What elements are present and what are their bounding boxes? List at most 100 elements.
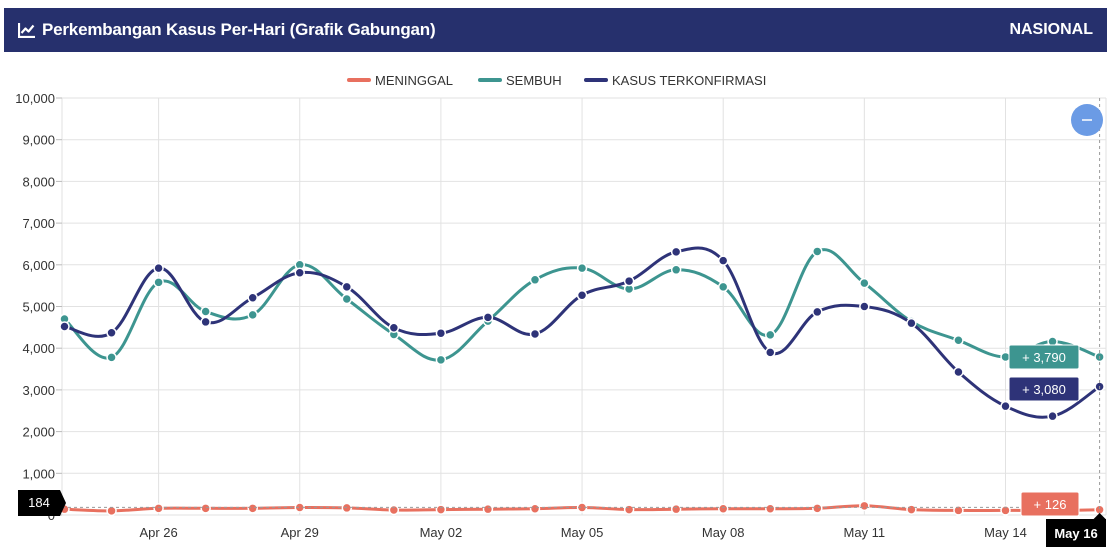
data-point[interactable] (341, 502, 353, 514)
data-point[interactable] (153, 277, 164, 288)
legend-item-sembuh[interactable]: SEMBUH (478, 73, 562, 88)
y-tick-label: 2,000 (22, 425, 55, 440)
chart-header: Perkembangan Kasus Per-Hari (Grafik Gabu… (4, 8, 1107, 52)
data-point[interactable] (1047, 410, 1058, 422)
data-point[interactable] (529, 328, 541, 340)
region-label: NASIONAL (1009, 21, 1093, 38)
data-point[interactable] (435, 327, 447, 339)
data-point[interactable] (482, 503, 494, 515)
data-point[interactable] (953, 366, 964, 378)
data-point[interactable] (106, 327, 117, 339)
x-tick-label: May 14 (984, 525, 1027, 540)
data-point[interactable] (670, 264, 682, 276)
data-point[interactable] (388, 504, 400, 516)
y-tick-label: 8,000 (22, 174, 55, 189)
x-tick-label: May 05 (561, 525, 604, 540)
data-point[interactable] (247, 503, 258, 514)
data-point[interactable] (765, 329, 776, 341)
data-point[interactable] (812, 503, 823, 514)
terkonfirmasi-value-tag-text: + 3,080 (1022, 382, 1066, 397)
y-tick-label: 5,000 (22, 300, 55, 315)
data-point[interactable] (859, 500, 870, 512)
data-point[interactable] (576, 262, 588, 274)
data-point[interactable] (247, 309, 258, 321)
data-point[interactable] (435, 354, 447, 366)
line-chart-icon (18, 22, 36, 38)
chart-series[interactable] (59, 246, 1105, 517)
data-point[interactable] (59, 321, 70, 332)
data-point[interactable] (717, 255, 729, 266)
y-tick-label: 1,000 (22, 466, 55, 481)
data-point[interactable] (529, 274, 541, 286)
data-point[interactable] (341, 293, 353, 305)
minus-icon[interactable] (1071, 104, 1103, 136)
meninggal-value-tag-text: + 126 (1034, 497, 1067, 512)
data-point[interactable] (717, 503, 729, 514)
data-point[interactable] (765, 347, 776, 358)
data-point[interactable] (859, 277, 870, 289)
data-point[interactable] (1000, 505, 1011, 516)
series-kasus-terkonfirmasi[interactable] (59, 246, 1105, 422)
x-axis: Apr 26 Apr 29 May 02 May 05 May 08 May 11 May … (139, 525, 1026, 540)
meninggal-value-tag-box (1020, 491, 1080, 517)
chart-grid (61, 97, 1107, 516)
x-tick-label: Apr 29 (281, 525, 319, 540)
chart-title: Perkembangan Kasus Per-Hari (Grafik Gabu… (18, 8, 436, 52)
x-tick-label: May 11 (844, 525, 886, 540)
crosshair-x-label-pointer (1093, 513, 1106, 519)
crosshair-x-label-text: May 16 (1054, 526, 1097, 541)
data-point[interactable] (906, 504, 917, 515)
data-point[interactable] (482, 312, 494, 323)
x-tick-label: May 02 (420, 525, 463, 540)
crosshair-y-label-text: 184 (28, 495, 50, 510)
data-point[interactable] (765, 503, 776, 514)
chart-legend[interactable]: MENINGGAL SEMBUH KASUS TERKONFIRMASI (347, 73, 766, 88)
crosshair-x-label: May 16 (1046, 513, 1106, 547)
data-point[interactable] (717, 281, 729, 293)
y-tick-label: 10,000 (15, 91, 55, 106)
data-point[interactable] (1000, 400, 1011, 412)
data-point[interactable] (341, 281, 353, 293)
terkonfirmasi-value-tag-box (1008, 376, 1080, 402)
legend-item-meninggal[interactable]: MENINGGAL (347, 73, 453, 88)
data-point[interactable] (294, 267, 305, 278)
sembuh-value-tag-box (1008, 344, 1080, 370)
legend-label: KASUS TERKONFIRMASI (612, 73, 766, 88)
y-tick-label: 9,000 (22, 133, 55, 148)
y-tick-label: 4,000 (22, 341, 55, 356)
data-point[interactable] (106, 505, 117, 517)
data-point[interactable] (153, 262, 164, 274)
data-point[interactable] (247, 292, 258, 303)
terkonfirmasi-value-tag: + 3,080 (1008, 376, 1080, 402)
data-point[interactable] (623, 275, 635, 287)
data-point[interactable] (435, 504, 447, 515)
data-point[interactable] (388, 322, 400, 334)
data-point[interactable] (106, 352, 117, 363)
data-point[interactable] (200, 306, 211, 317)
data-point[interactable] (623, 504, 635, 515)
data-point[interactable] (906, 317, 917, 329)
legend-label: MENINGGAL (375, 73, 453, 88)
legend-item-kasus-terkonfirmasi[interactable]: KASUS TERKONFIRMASI (584, 73, 766, 88)
chart-title-text: Perkembangan Kasus Per-Hari (Grafik Gabu… (42, 20, 436, 39)
meninggal-value-tag: + 126 (1020, 491, 1080, 517)
data-point[interactable] (859, 301, 870, 312)
y-tick-label: 3,000 (22, 383, 55, 398)
sembuh-value-tag-text: + 3,790 (1022, 350, 1066, 365)
crosshair-y-label-pointer (60, 490, 66, 516)
y-tick-label: 6,000 (22, 258, 55, 273)
data-point[interactable] (953, 505, 964, 516)
legend-label: SEMBUH (506, 73, 562, 88)
data-point[interactable] (953, 335, 964, 346)
data-point[interactable] (200, 503, 211, 514)
data-point[interactable] (529, 503, 541, 514)
data-point[interactable] (670, 246, 682, 258)
data-point[interactable] (812, 306, 823, 318)
data-point[interactable] (670, 503, 682, 515)
data-point[interactable] (200, 316, 211, 328)
data-point[interactable] (153, 503, 164, 514)
chart-overlay: + 3,790 + 3,080 + 126 184 May 16 (18, 98, 1106, 547)
data-point[interactable] (576, 289, 588, 301)
data-point[interactable] (812, 246, 823, 257)
